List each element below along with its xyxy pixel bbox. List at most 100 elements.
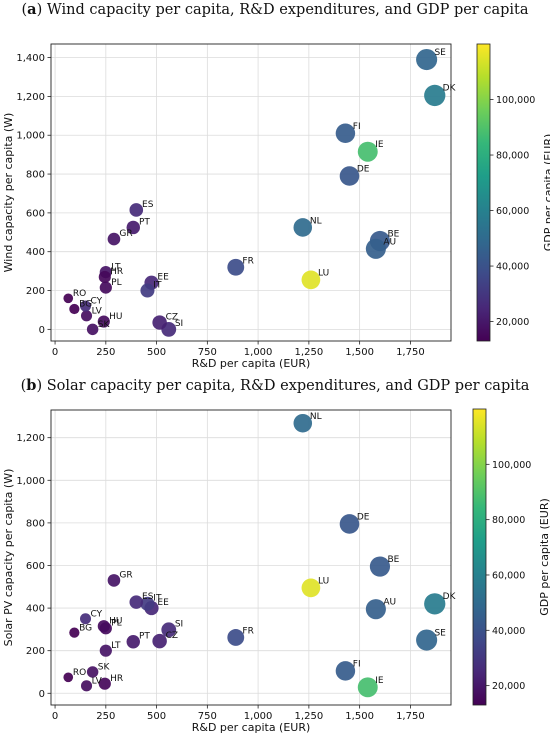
data-point-au (365, 599, 386, 620)
x-tick-label: 1,500 (345, 711, 374, 722)
x-tick-label: 1,000 (244, 711, 273, 722)
colorbar-tick-label: 60,000 (492, 570, 525, 581)
data-label-pl: PL (111, 619, 121, 629)
data-label-gr: GR (119, 571, 132, 581)
data-point-fi (335, 661, 356, 681)
data-point-ro (63, 293, 74, 304)
plot-frame (50, 409, 452, 706)
colorbar-label: GDP per capita (EUR) (542, 134, 550, 252)
data-point-cz (152, 315, 167, 330)
data-point-ie (357, 141, 378, 162)
y-tick-label: 1,200 (16, 92, 45, 103)
y-tick-label: 400 (26, 604, 45, 615)
data-point-dk (424, 593, 446, 615)
data-point-se (416, 48, 438, 71)
data-label-lv: LV (92, 306, 103, 316)
data-point-cy (79, 613, 92, 625)
data-label-sk: SK (98, 662, 111, 672)
colorbar-tick-label: 20,000 (492, 681, 525, 692)
data-label-ie: IE (375, 676, 384, 686)
data-label-ie: IE (375, 140, 384, 150)
data-point-es (129, 203, 144, 217)
y-tick-label: 400 (26, 247, 45, 258)
data-label-fi: FI (353, 660, 361, 670)
data-point-sk (86, 666, 99, 678)
chart-b-title: (b) Solar capacity per capita, R&D expen… (20, 377, 530, 394)
y-tick-label: 600 (26, 208, 45, 219)
x-tick-label: 1,500 (345, 347, 374, 358)
data-point-lv (80, 310, 93, 322)
data-point-hu (97, 620, 110, 633)
data-label-nl: NL (310, 216, 322, 226)
data-point-lu (301, 270, 321, 290)
data-point-cz (152, 633, 167, 649)
colorbar-tick-label: 40,000 (496, 262, 529, 273)
data-point-fr (227, 629, 245, 646)
data-point-se (416, 629, 438, 651)
x-tick-label: 500 (147, 711, 166, 722)
y-tick-label: 600 (26, 561, 45, 572)
data-point-bg (69, 303, 80, 315)
colorbar-tick-label: 20,000 (496, 317, 529, 328)
data-point-dk (424, 84, 446, 107)
data-point-bg (69, 627, 80, 638)
data-label-pt: PT (139, 217, 150, 227)
plot-frame (50, 43, 452, 342)
data-label-nl: NL (310, 412, 322, 422)
colorbar-tick-label: 80,000 (496, 151, 529, 162)
y-axis-label: Wind capacity per capita (W) (2, 113, 15, 273)
data-point-ro (63, 672, 74, 683)
data-label-lv: LV (92, 676, 103, 686)
data-label-lu: LU (318, 269, 329, 279)
data-point-nl (293, 218, 313, 237)
x-tick-label: 250 (96, 347, 115, 358)
data-point-au (365, 238, 386, 259)
data-point-si (161, 622, 177, 638)
data-label-si: SI (175, 319, 183, 329)
data-label-cy: CY (91, 609, 103, 619)
data-label-cz: CZ (166, 312, 178, 322)
data-point-sk (86, 323, 99, 336)
y-tick-label: 1,200 (16, 433, 45, 444)
x-tick-label: 1,250 (295, 711, 324, 722)
x-tick-label: 1,750 (396, 711, 425, 722)
data-point-hu (97, 315, 110, 328)
x-tick-label: 0 (52, 711, 58, 722)
x-axis-label: R&D per capita (EUR) (192, 721, 311, 733)
y-tick-label: 800 (26, 170, 45, 181)
y-tick-label: 200 (26, 646, 45, 657)
data-label-de: DE (357, 513, 370, 523)
data-label-ee: EE (157, 273, 169, 283)
data-point-be (369, 556, 391, 577)
data-point-fi (335, 123, 356, 144)
chart-a-title-text: Wind capacity per capita, R&D expenditur… (46, 2, 529, 18)
y-tick-label: 0 (39, 689, 45, 700)
y-tick-label: 1,400 (16, 53, 45, 64)
data-label-es: ES (142, 200, 154, 210)
data-point-nl (293, 413, 313, 433)
chart-a: 0 250 500 750 1,000 1,250 1,500 1,750 0 200 400 600… (2, 43, 550, 370)
data-point-gr (107, 574, 121, 587)
data-point-it (140, 283, 155, 298)
data-label-it: IT (153, 594, 162, 604)
data-label-fi: FI (353, 122, 361, 132)
colorbar-tick-label: 100,000 (496, 95, 535, 106)
data-point-de (339, 514, 360, 534)
colorbar (472, 408, 487, 706)
data-label-ee: EE (157, 598, 169, 608)
data-label-sk: SK (98, 320, 111, 330)
x-tick-label: 1,000 (244, 347, 273, 358)
data-label-ro: RO (73, 289, 86, 299)
data-point-lu (301, 578, 321, 598)
data-label-se: SE (434, 48, 446, 58)
chart-a-title: (a) Wind capacity per capita, R&D expend… (21, 1, 529, 18)
y-axis-label: Solar PV capacity per capita (W) (2, 469, 15, 647)
colorbar-tick-label: 100,000 (492, 460, 531, 471)
y-tick-label: 1,000 (16, 476, 45, 487)
data-label-pt: PT (139, 632, 150, 642)
data-label-bg: BG (79, 300, 92, 310)
data-label-ro: RO (73, 668, 86, 678)
data-label-hr: HR (110, 674, 123, 684)
data-label-hu: HU (109, 616, 122, 626)
